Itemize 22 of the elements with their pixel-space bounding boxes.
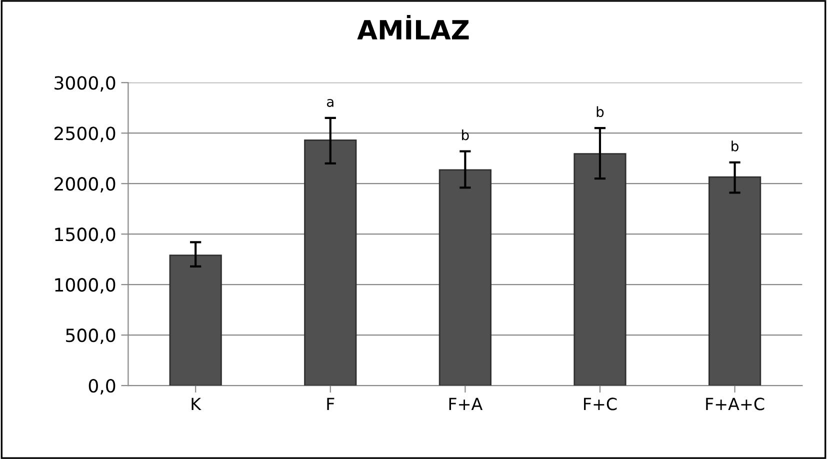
y-tick-label: 500,0 — [66, 328, 116, 344]
y-tick-label: 2500,0 — [54, 126, 116, 142]
annotation: b — [732, 140, 738, 152]
x-tick-label: F — [327, 398, 334, 410]
bar — [574, 153, 626, 386]
y-tick-label: 1500,0 — [55, 228, 116, 244]
y-tick-label: 2000,0 — [54, 177, 116, 193]
x-tick-label: F+A — [449, 398, 483, 410]
y-tick-label: 3000,0 — [54, 76, 116, 92]
annotation: a — [326, 98, 334, 107]
y-tick-label: 0,0 — [88, 379, 116, 395]
y-tick-label: 1000,0 — [55, 278, 116, 294]
bar — [304, 139, 357, 386]
x-tick-label: F+C — [584, 398, 617, 410]
bar — [708, 176, 762, 386]
bar — [169, 254, 222, 386]
bar — [438, 169, 492, 386]
x-tick-label: F+A+C — [706, 398, 764, 410]
annotation: b — [596, 106, 604, 118]
annotation: b — [462, 130, 469, 140]
chart-title: AMİLAZ — [357, 15, 469, 40]
x-tick-label: K — [192, 398, 202, 410]
